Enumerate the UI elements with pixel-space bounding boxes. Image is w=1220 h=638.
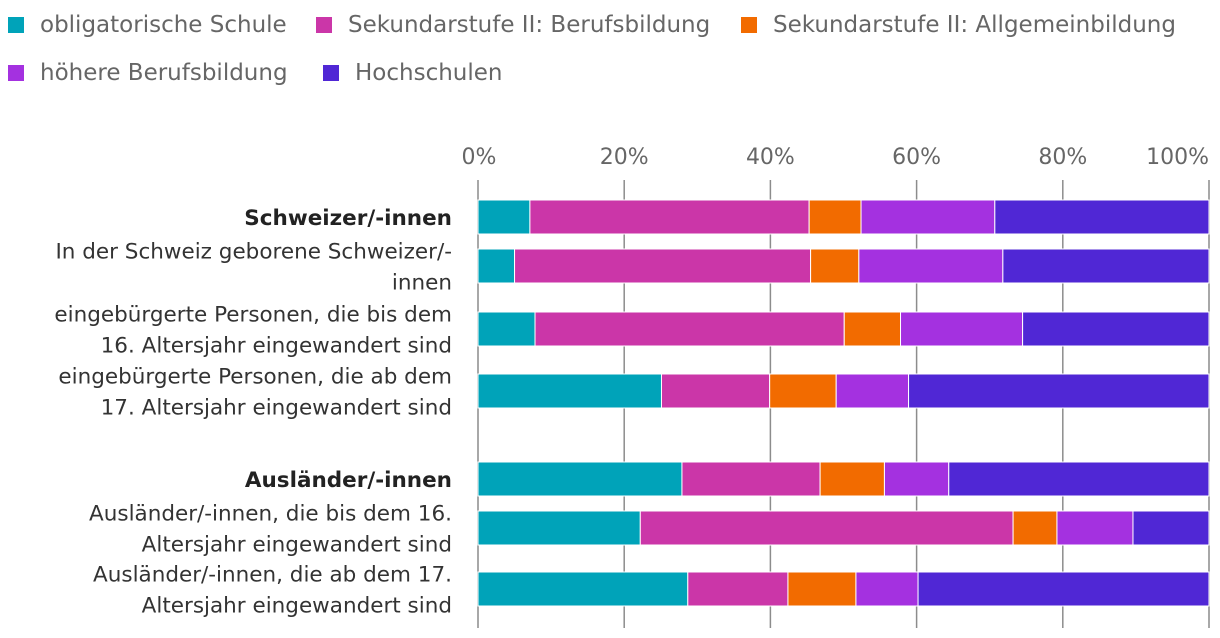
bar-segment[interactable] bbox=[477, 199, 531, 235]
legend-item-obligatorische-schule[interactable]: obligatorische Schule bbox=[8, 8, 287, 42]
bar-segment[interactable] bbox=[900, 311, 1024, 347]
x-axis-ticks: 0% 20% 40% 60% 80% 100% bbox=[462, 145, 1209, 170]
bar-segment[interactable] bbox=[917, 571, 1210, 607]
x-tick-label: 100% bbox=[1146, 145, 1209, 170]
category-label: Altersjahr eingewandert sind bbox=[142, 533, 452, 558]
bar-segment[interactable] bbox=[687, 571, 789, 607]
bar-segment[interactable] bbox=[835, 373, 910, 409]
legend-swatch bbox=[8, 17, 24, 33]
category-label: Ausländer/-innen bbox=[245, 468, 452, 493]
bar-segment[interactable] bbox=[1132, 510, 1210, 546]
legend-label: obligatorische Schule bbox=[40, 12, 287, 38]
legend-item-hochschulen[interactable]: Hochschulen bbox=[323, 56, 503, 90]
bar-segment[interactable] bbox=[639, 510, 1014, 546]
x-tick-label: 20% bbox=[600, 145, 649, 170]
bar-segment[interactable] bbox=[769, 373, 837, 409]
bar-segment[interactable] bbox=[529, 199, 810, 235]
bar-segment[interactable] bbox=[810, 248, 860, 284]
bar-segment[interactable] bbox=[1012, 510, 1058, 546]
legend-swatch bbox=[316, 17, 332, 33]
x-tick-label: 0% bbox=[462, 145, 497, 170]
legend-swatch bbox=[741, 17, 757, 33]
x-tick-label: 80% bbox=[1038, 145, 1087, 170]
bar-segment[interactable] bbox=[477, 461, 683, 497]
category-label: innen bbox=[392, 271, 452, 296]
bar-segment[interactable] bbox=[787, 571, 857, 607]
legend-label: Sekundarstufe II: Berufsbildung bbox=[348, 12, 711, 38]
category-label: Schweizer/-innen bbox=[244, 206, 452, 231]
bar-segment[interactable] bbox=[808, 199, 862, 235]
bar-segment[interactable] bbox=[1022, 311, 1210, 347]
legend-swatch bbox=[8, 65, 24, 81]
bar-segment[interactable] bbox=[681, 461, 821, 497]
bar-segment[interactable] bbox=[1002, 248, 1210, 284]
legend-label: Hochschulen bbox=[355, 60, 503, 86]
bars bbox=[477, 199, 1210, 607]
legend-label: Sekundarstufe II: Allgemeinbildung bbox=[773, 12, 1176, 38]
legend-swatch bbox=[323, 65, 339, 81]
bar-segment[interactable] bbox=[477, 311, 536, 347]
legend-item-hoehere-berufsbildung[interactable]: höhere Berufsbildung bbox=[8, 56, 288, 90]
legend-item-sekundarstufe-berufsbildung[interactable]: Sekundarstufe II: Berufsbildung bbox=[316, 8, 710, 42]
category-label: 17. Altersjahr eingewandert sind bbox=[101, 396, 452, 421]
bar-segment[interactable] bbox=[843, 311, 902, 347]
bar-segment[interactable] bbox=[477, 571, 689, 607]
bar-segment[interactable] bbox=[855, 571, 919, 607]
category-label: 16. Altersjahr eingewandert sind bbox=[101, 334, 452, 359]
x-tick-label: 60% bbox=[892, 145, 941, 170]
bar-segment[interactable] bbox=[819, 461, 885, 497]
bar-segment[interactable] bbox=[858, 248, 1004, 284]
bar-segment[interactable] bbox=[534, 311, 845, 347]
legend-item-sekundarstufe-allgemeinbildung[interactable]: Sekundarstufe II: Allgemeinbildung bbox=[741, 8, 1176, 42]
bar-segment[interactable] bbox=[477, 248, 516, 284]
bar-segment[interactable] bbox=[1056, 510, 1134, 546]
bar-segment[interactable] bbox=[994, 199, 1210, 235]
category-label: Ausländer/-innen, die ab dem 17. bbox=[93, 563, 452, 588]
bar-segment[interactable] bbox=[477, 373, 662, 409]
bar-segment[interactable] bbox=[948, 461, 1210, 497]
category-label: eingebürgerte Personen, die bis dem bbox=[54, 303, 452, 328]
category-label: eingebürgerte Personen, die ab dem bbox=[58, 365, 452, 390]
x-tick-label: 40% bbox=[746, 145, 795, 170]
bar-segment[interactable] bbox=[883, 461, 950, 497]
bar-segment[interactable] bbox=[514, 248, 812, 284]
bar-segment[interactable] bbox=[660, 373, 771, 409]
bar-segment[interactable] bbox=[477, 510, 641, 546]
category-label: Altersjahr eingewandert sind bbox=[142, 594, 452, 619]
bar-segment[interactable] bbox=[860, 199, 996, 235]
category-label: Ausländer/-innen, die bis dem 16. bbox=[89, 502, 452, 527]
category-label: In der Schweiz geborene Schweizer/- bbox=[55, 240, 452, 265]
legend-label: höhere Berufsbildung bbox=[40, 60, 288, 86]
category-labels: Schweizer/-innen In der Schweiz geborene … bbox=[54, 206, 452, 619]
bar-segment[interactable] bbox=[908, 373, 1210, 409]
